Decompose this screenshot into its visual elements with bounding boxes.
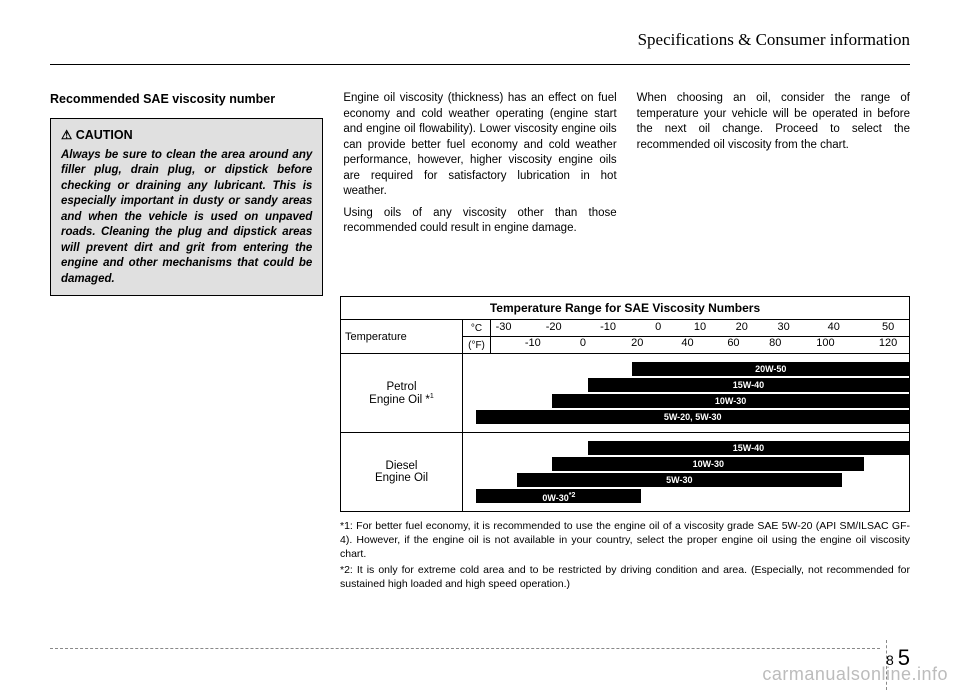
label-line: Engine Oil *1 <box>369 393 434 406</box>
temperature-axis: Temperature °C (°F) -30 -20 -10 0 10 20 30 40 50… <box>340 319 910 353</box>
caution-body: Always be sure to clean the area around … <box>61 148 312 288</box>
diesel-label: Diesel Engine Oil <box>341 433 463 511</box>
paragraph: Using oils of any viscosity other than t… <box>343 206 616 237</box>
viscosity-bar: 20W-50 <box>632 362 909 376</box>
tick-f: 120 <box>879 337 897 349</box>
viscosity-chart: Temperature Range for SAE Viscosity Numb… <box>340 296 910 512</box>
axis-scale: -30 -20 -10 0 10 20 30 40 50 -10 0 20 40 60 80 100 120 <box>491 320 909 353</box>
petrol-bars: 20W-50 15W-40 10W-30 5W-20, 5W-30 <box>463 354 909 432</box>
tick-c: -30 <box>496 321 512 333</box>
unit-c: °C <box>463 320 490 337</box>
footnote-2: *2: It is only for extreme cold area and… <box>340 564 910 591</box>
tick-f: -10 <box>525 337 541 349</box>
tick-f: 60 <box>727 337 739 349</box>
viscosity-bar: 5W-30 <box>517 473 843 487</box>
tick-f: 20 <box>631 337 643 349</box>
watermark: carmanualsonline.info <box>762 664 948 685</box>
tick-c: 50 <box>882 321 894 333</box>
caution-title: CAUTION <box>61 127 312 144</box>
petrol-label: Petrol Engine Oil *1 <box>341 354 463 432</box>
header-rule <box>50 64 910 65</box>
subsection-heading: Recommended SAE viscosity number <box>50 91 323 108</box>
label-line: Diesel <box>386 460 418 472</box>
paragraph: When choosing an oil, consider the range… <box>637 91 910 153</box>
label-line: Engine Oil <box>375 472 428 484</box>
tick-c: 30 <box>777 321 789 333</box>
petrol-section: Petrol Engine Oil *1 20W-50 15W-40 10W-30 5… <box>340 353 910 433</box>
tick-c: -20 <box>546 321 562 333</box>
viscosity-bar: 10W-30 <box>552 457 864 471</box>
footnote-1: *1: For better fuel economy, it is recom… <box>340 520 910 561</box>
section-header: Specifications & Consumer information <box>50 30 910 56</box>
viscosity-bar: 0W-30*2 <box>476 489 641 503</box>
viscosity-bar: 15W-40 <box>588 441 909 455</box>
axis-label: Temperature <box>341 320 463 353</box>
tick-c: 40 <box>828 321 840 333</box>
viscosity-bar: 5W-20, 5W-30 <box>476 410 909 424</box>
label-line: Petrol <box>386 381 416 393</box>
tick-c: -10 <box>600 321 616 333</box>
diesel-section: Diesel Engine Oil 15W-40 10W-30 5W-30 0W-30… <box>340 433 910 512</box>
tick-f: 40 <box>681 337 693 349</box>
bottom-cut-line <box>50 648 880 649</box>
paragraph: Engine oil viscosity (thickness) has an … <box>343 91 616 200</box>
tick-f: 80 <box>769 337 781 349</box>
caution-box: CAUTION Always be sure to clean the area… <box>50 118 323 297</box>
tick-f: 0 <box>580 337 586 349</box>
tick-c: 0 <box>655 321 661 333</box>
diesel-bars: 15W-40 10W-30 5W-30 0W-30*2 <box>463 433 909 511</box>
chart-title: Temperature Range for SAE Viscosity Numb… <box>340 296 910 319</box>
column-3: When choosing an oil, consider the range… <box>637 91 910 296</box>
tick-c: 10 <box>694 321 706 333</box>
text-columns: Recommended SAE viscosity number CAUTION… <box>50 91 910 296</box>
column-1: Recommended SAE viscosity number CAUTION… <box>50 91 323 296</box>
viscosity-bar: 15W-40 <box>588 378 909 392</box>
viscosity-bar: 10W-30 <box>552 394 909 408</box>
unit-f: (°F) <box>463 337 490 353</box>
footnotes: *1: For better fuel economy, it is recom… <box>340 520 910 591</box>
temp-word: Temperature <box>341 331 407 343</box>
tick-f: 100 <box>816 337 834 349</box>
tick-c: 20 <box>736 321 748 333</box>
column-2: Engine oil viscosity (thickness) has an … <box>343 91 616 296</box>
